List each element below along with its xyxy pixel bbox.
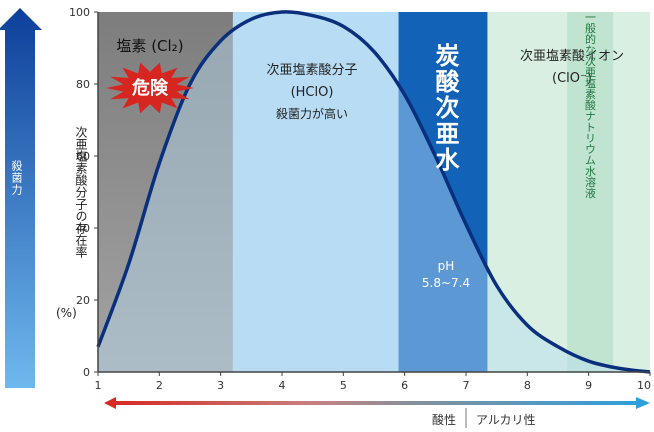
y-tick-label: 40	[76, 222, 90, 235]
hclo-area	[98, 11, 650, 373]
cl2-label: 塩素 (Cl₂)	[116, 37, 183, 55]
y-tick-label: 80	[76, 78, 90, 91]
y-tick-label: 60	[76, 150, 90, 163]
y-axis-label: 次亜塩素酸分子の存在率	[74, 126, 88, 258]
y-tick-label: 20	[76, 294, 90, 307]
x-tick-label: 2	[156, 379, 163, 392]
alkali-label: アルカリ性	[476, 413, 536, 427]
clo-title: 次亜塩素酸イオン	[520, 48, 624, 64]
tansan-ph-range: 5.8~7.4	[422, 276, 470, 290]
x-tick-label: 1	[95, 379, 102, 392]
hclo-formula: (HClO)	[291, 85, 334, 100]
tansan-title: 炭酸次亜水	[431, 43, 459, 173]
danger-badge: 危険	[105, 62, 195, 114]
hclo-title: 次亜塩素酸分子	[266, 62, 357, 78]
y-axis-unit: (%)	[56, 306, 77, 320]
x-tick-label: 10	[637, 379, 651, 392]
x-tick-label: 5	[340, 379, 347, 392]
hclo-curve	[96, 10, 651, 374]
danger-badge-text: 危険	[131, 77, 169, 99]
killing-power-label: 殺菌力	[10, 160, 23, 196]
y-tick-label: 100	[69, 6, 90, 19]
region-cl2	[98, 12, 233, 372]
region-hclo	[232, 12, 399, 372]
y-tick-label: 0	[83, 366, 90, 379]
acid-label: 酸性	[432, 412, 456, 427]
x-tick-label: 8	[524, 379, 531, 392]
x-tick-label: 6	[401, 379, 408, 392]
x-tick-label: 4	[279, 379, 286, 392]
clo-formula: (ClO⁻)	[552, 71, 592, 86]
killing-power-arrow	[0, 8, 42, 388]
region-naclo	[567, 12, 614, 372]
x-tick-label: 7	[463, 379, 470, 392]
tansan-ph-label: pH	[438, 259, 455, 273]
naclo-label: 一般的な次亜塩素酸ナトリウム水溶液	[584, 12, 597, 200]
x-tick-label: 3	[217, 379, 224, 392]
hclo-note: 殺菌力が高い	[276, 106, 348, 121]
x-tick-label: 9	[585, 379, 592, 392]
region-tansan	[398, 12, 488, 372]
ph-scale-arrow: 酸性 アルカリ性	[104, 397, 650, 428]
